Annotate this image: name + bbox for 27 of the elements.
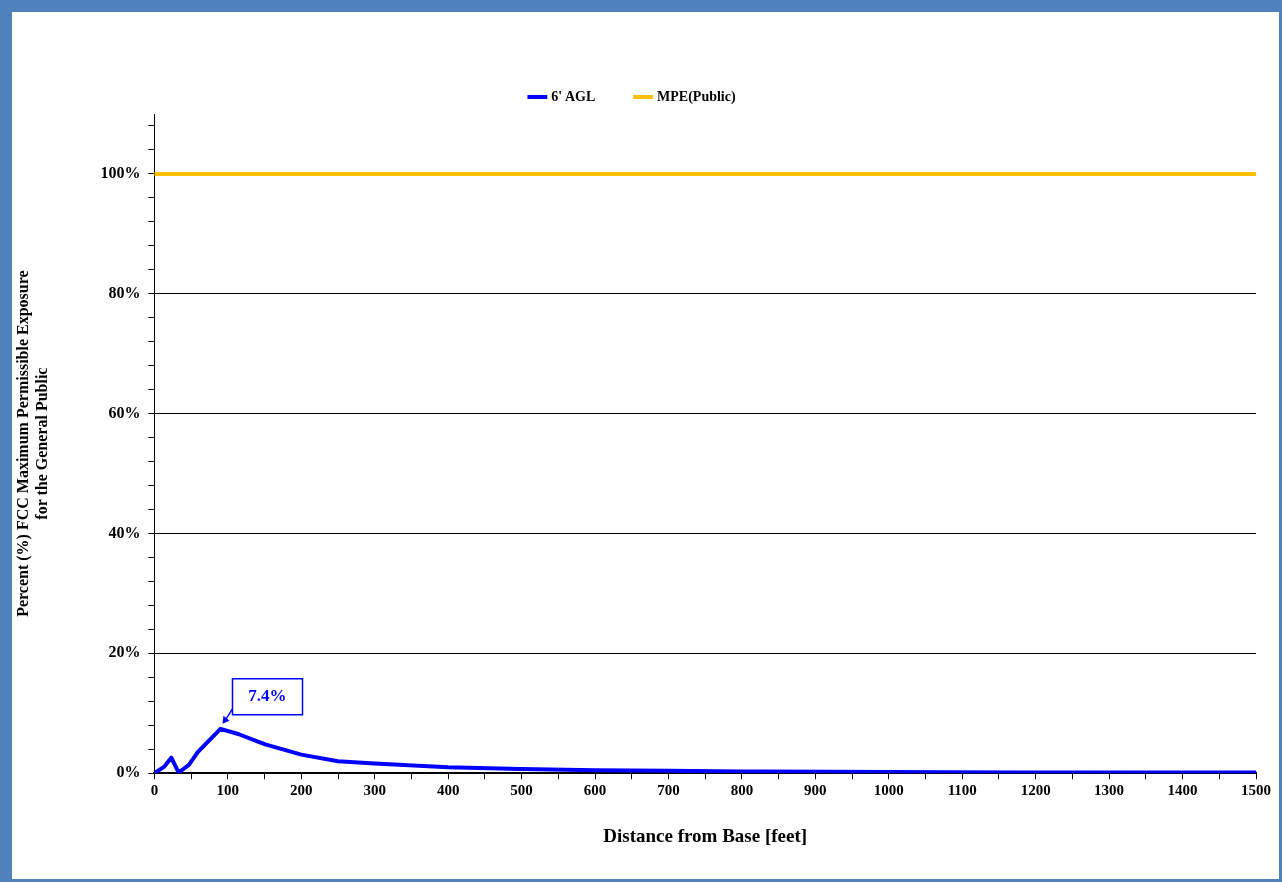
x-tick-label: 500 (510, 782, 533, 799)
y-axis-title: Percent (%) FCC Maximum Permissible Exposure for the General Public (13, 270, 50, 617)
x-tick-label: 1000 (873, 782, 904, 799)
x-tick-label: 600 (583, 782, 607, 799)
y-tick-label: 40% (108, 523, 141, 541)
x-tick-label: 1100 (947, 782, 977, 799)
x-tick-label: 900 (804, 782, 827, 799)
x-tick-label: 400 (436, 782, 460, 799)
x-tick-label: 200 (290, 782, 313, 799)
x-tick-label: 0 (150, 782, 159, 799)
legend-label: 6' AGL (551, 88, 596, 104)
legend-label: MPE(Public) (657, 88, 736, 105)
y-tick-label: 60% (108, 403, 141, 421)
x-tick-label: 300 (363, 782, 386, 799)
y-tick-label: 100% (100, 164, 141, 182)
x-axis-title: Distance from Base [feet] (603, 824, 808, 846)
x-tick-label: 100 (216, 782, 240, 799)
y-tick-label: 0% (116, 763, 141, 781)
x-tick-label: 1500 (1241, 782, 1271, 799)
y-tick-label: 20% (108, 643, 141, 661)
x-tick-label: 1200 (1020, 782, 1051, 799)
x-tick-label: 800 (730, 782, 754, 799)
x-tick-label: 1300 (1094, 782, 1125, 799)
y-tick-label: 80% (108, 283, 141, 301)
annotation: 7.4% (248, 686, 287, 706)
x-tick-label: 700 (657, 782, 680, 799)
x-tick-label: 1400 (1167, 782, 1198, 799)
